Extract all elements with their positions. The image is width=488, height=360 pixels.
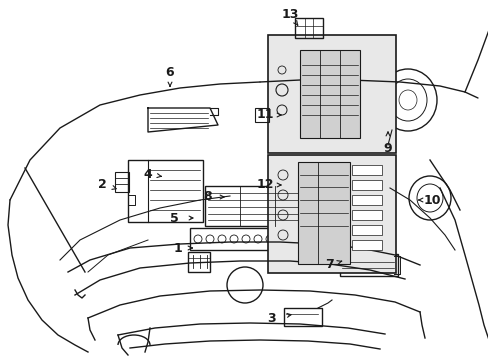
Bar <box>204 186 325 226</box>
Text: 3: 3 <box>267 311 276 324</box>
Bar <box>351 225 381 235</box>
Bar <box>267 35 395 153</box>
Text: 12: 12 <box>256 179 273 192</box>
Bar <box>351 165 381 175</box>
Text: 5: 5 <box>169 211 178 225</box>
Bar <box>267 155 395 273</box>
Bar <box>294 18 323 38</box>
Text: 11: 11 <box>256 108 273 122</box>
Text: 4: 4 <box>143 167 152 180</box>
Bar <box>351 180 381 190</box>
Text: 13: 13 <box>281 9 298 22</box>
Bar <box>254 108 268 122</box>
Bar <box>299 50 359 138</box>
Bar <box>190 228 285 250</box>
Bar <box>115 172 129 192</box>
Bar <box>128 160 203 222</box>
Text: 2: 2 <box>98 177 106 190</box>
Bar <box>297 162 349 264</box>
Bar <box>339 254 397 276</box>
Bar <box>351 240 381 250</box>
Text: 8: 8 <box>203 190 212 203</box>
Text: 6: 6 <box>165 66 174 78</box>
Text: 9: 9 <box>383 141 391 154</box>
Text: 7: 7 <box>325 258 334 271</box>
Bar <box>187 252 209 272</box>
Bar <box>284 308 321 326</box>
Text: 1: 1 <box>173 242 182 255</box>
Bar <box>351 210 381 220</box>
Bar <box>351 195 381 205</box>
Text: 10: 10 <box>423 194 440 207</box>
